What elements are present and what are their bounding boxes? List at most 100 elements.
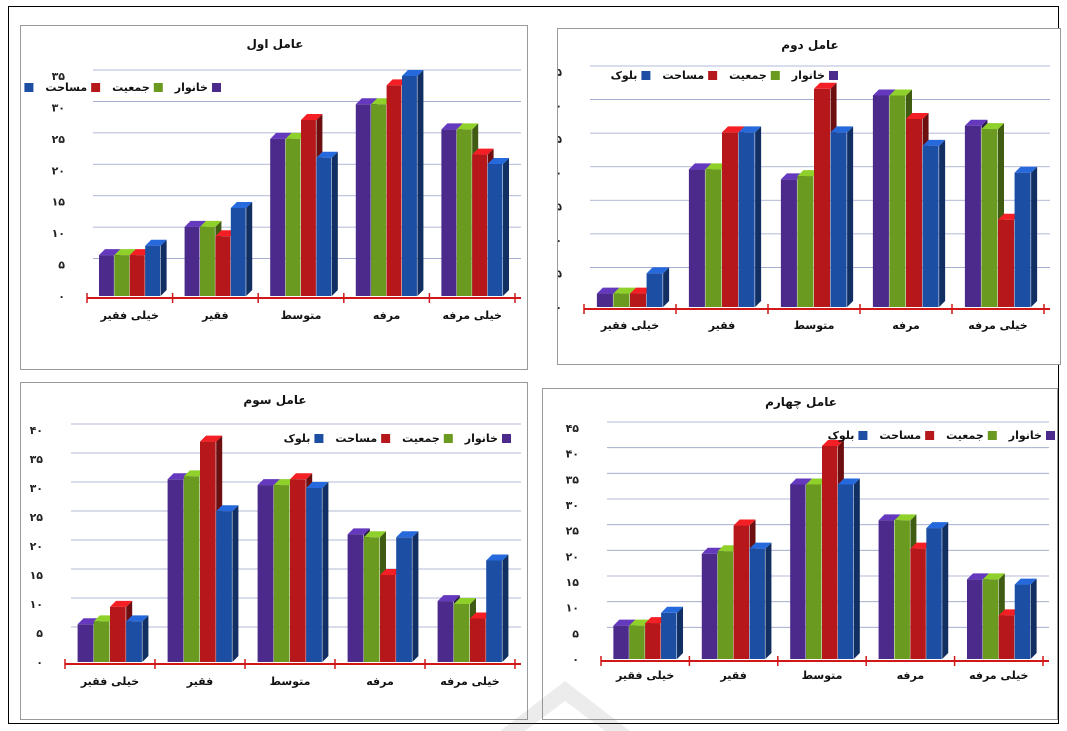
y-tick-label: ۲۰ <box>566 550 579 563</box>
bar-front <box>270 138 286 296</box>
chart-title: عامل چهارم <box>765 395 837 410</box>
bar-side <box>765 542 772 659</box>
chart-panel-factor-4: عامل چهارم ۰ ۵ ۱۰ ۱۵ ۲۰ ۲۵ ۳۰ ۳۵ ۴۰ ۴۵ خیلی فقیر فقی… <box>542 388 1058 720</box>
bar-side <box>1031 166 1038 307</box>
bar <box>216 505 239 662</box>
y-tick-label: ۳۰ <box>566 499 579 512</box>
legend-swatch <box>212 83 221 92</box>
bar-front <box>402 76 417 296</box>
bar-top <box>733 519 756 526</box>
bar <box>830 126 854 307</box>
bar-top <box>270 132 292 139</box>
y-tick-label: ۵ <box>572 627 579 640</box>
y-tick-label: ۴۰ <box>566 448 579 461</box>
bar-top <box>472 148 494 155</box>
bar-top <box>486 554 509 561</box>
y-tick-label: ۲۵ <box>52 133 66 146</box>
chart-svg: عامل سوم ۰ ۵ ۱۰ ۱۵ ۲۰ ۲۵ ۳۰ ۳۵ ۴۰ خیلی فقیر فقیر متو… <box>30 393 521 688</box>
bar-front <box>215 236 231 296</box>
bar-top <box>872 89 896 96</box>
bar-top <box>926 522 949 529</box>
bar-top <box>964 119 988 126</box>
bar-front <box>316 157 332 296</box>
legend-label: بلوک <box>611 69 638 82</box>
bar-front <box>806 484 822 659</box>
bar-front <box>733 525 750 659</box>
category-label: متوسط <box>270 675 311 688</box>
figure-frame <box>8 6 1059 724</box>
legend: خانوار جمعیت مساحت بلوک <box>828 429 1055 442</box>
category-label: خیلی مرفه <box>969 669 1028 682</box>
bar-front <box>93 621 110 662</box>
bar-side <box>847 126 854 307</box>
legend-swatch <box>925 431 935 440</box>
bar-front <box>363 537 380 662</box>
category-label: متوسط <box>281 309 322 322</box>
bar-front <box>630 293 647 307</box>
y-tick-label: ۲۰ <box>30 540 43 553</box>
category-label: مرفه <box>897 669 925 682</box>
bar <box>145 239 167 296</box>
legend-label: مساحت <box>662 69 704 82</box>
bar-side <box>331 151 338 296</box>
legend-swatch <box>153 83 163 92</box>
bar-top <box>722 126 745 133</box>
category-label: خیلی مرفه <box>442 309 501 322</box>
bar-front <box>780 179 797 307</box>
bar-front <box>910 548 926 659</box>
y-tick-label: ۳۰ <box>52 101 65 114</box>
bar-front <box>230 208 246 296</box>
category-label: خیلی فقیر <box>600 319 659 332</box>
category-label: متوسط <box>794 319 835 332</box>
bar-top <box>688 163 712 170</box>
bar-top <box>145 239 167 246</box>
category-label: خیلی فقیر <box>615 669 674 682</box>
bar-side <box>1030 578 1037 659</box>
y-tick-label: ۰ <box>572 653 579 666</box>
bar-front <box>922 145 939 307</box>
category-label: متوسط <box>802 669 843 682</box>
y-tick-label: ۱۰ <box>30 598 43 611</box>
bar <box>982 573 1005 659</box>
bar-front <box>167 479 184 662</box>
bar-top <box>906 113 929 119</box>
bar-front <box>749 548 765 659</box>
bar-front <box>380 575 396 662</box>
bar-front <box>290 479 306 662</box>
bar-front <box>830 132 847 307</box>
bar-front <box>797 176 814 307</box>
chart-title: عامل دوم <box>781 38 838 53</box>
bar <box>126 615 149 662</box>
bar-front <box>894 520 910 659</box>
legend-swatch <box>443 434 453 443</box>
bar-front <box>486 560 502 662</box>
bar-front <box>705 169 722 307</box>
bar-front <box>114 255 130 296</box>
bar-front <box>1014 172 1031 307</box>
bar-front <box>701 553 718 659</box>
y-tick-label: ۳۵ <box>558 66 562 79</box>
bar-front <box>371 104 387 297</box>
bar-top <box>1014 166 1038 173</box>
bar-top <box>216 505 239 512</box>
legend-label: بلوک <box>828 429 855 442</box>
bar-top <box>981 123 1004 130</box>
category-label: فقیر <box>719 669 746 682</box>
y-tick-label: ۵ <box>58 259 65 272</box>
y-tick-label: ۲۰ <box>52 164 65 177</box>
bar-top <box>114 249 136 256</box>
bar-top <box>822 439 844 446</box>
bar-front <box>200 441 216 662</box>
bar-top <box>98 249 121 256</box>
bar-top <box>596 287 620 294</box>
y-tick-label: ۲۵ <box>566 525 580 538</box>
bar-front <box>437 601 454 662</box>
category-label: فقیر <box>186 675 213 688</box>
bar-top <box>837 478 860 485</box>
y-tick-label: ۴۰ <box>30 424 43 437</box>
legend-swatch <box>314 434 324 443</box>
chart-panel-factor-3: عامل سوم ۰ ۵ ۱۰ ۱۵ ۲۰ ۲۵ ۳۰ ۳۵ ۴۰ خیلی فقیر فقیر متو… <box>20 382 528 720</box>
legend-swatch <box>502 434 511 443</box>
legend-swatch <box>858 431 868 440</box>
bar-front <box>285 138 301 296</box>
